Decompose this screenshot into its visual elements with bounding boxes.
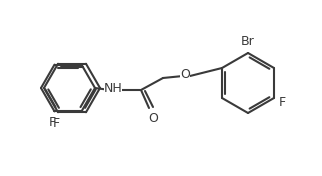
Text: O: O bbox=[148, 112, 158, 125]
Text: F: F bbox=[279, 96, 286, 108]
Text: F: F bbox=[49, 116, 56, 129]
Text: O: O bbox=[180, 68, 190, 81]
Text: NH: NH bbox=[104, 83, 122, 96]
Text: F: F bbox=[52, 117, 60, 130]
Text: Br: Br bbox=[241, 35, 255, 48]
